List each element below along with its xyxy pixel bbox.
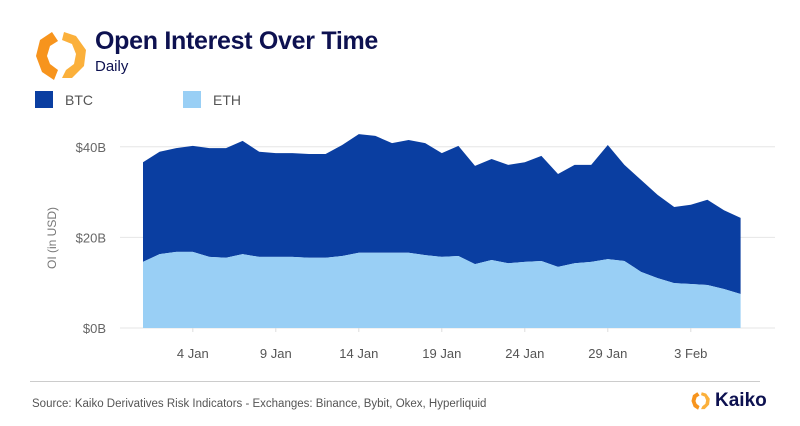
kaiko-logo-icon (36, 32, 86, 80)
chart-title: Open Interest Over Time (95, 27, 379, 55)
legend-item-btc: BTC (35, 91, 93, 108)
footer-divider (30, 381, 760, 382)
legend-swatch-eth (183, 91, 201, 108)
chart-subtitle: Daily (95, 58, 129, 75)
brand-name: Kaiko (715, 390, 767, 411)
legend-item-eth: ETH (183, 91, 241, 108)
y-axis-label: OI (in USD) (45, 207, 59, 269)
kaiko-brand-icon (691, 392, 710, 410)
x-tick-label: 3 Feb (674, 346, 707, 361)
x-tick-label: 29 Jan (588, 346, 627, 361)
legend-label-eth: ETH (213, 91, 241, 108)
area-eth (143, 251, 741, 328)
y-tick-label: $20B (76, 230, 106, 245)
x-tick-label: 24 Jan (505, 346, 544, 361)
y-tick-label: $0B (83, 321, 106, 336)
x-tick-label: 4 Jan (177, 346, 209, 361)
area-btc (143, 134, 741, 295)
x-tick-label: 19 Jan (422, 346, 461, 361)
source-note: Source: Kaiko Derivatives Risk Indicator… (32, 398, 487, 410)
x-tick-label: 14 Jan (339, 346, 378, 361)
y-tick-label: $40B (76, 140, 106, 155)
legend-label-btc: BTC (65, 91, 93, 108)
x-tick-label: 9 Jan (260, 346, 292, 361)
legend-swatch-btc (35, 91, 53, 108)
